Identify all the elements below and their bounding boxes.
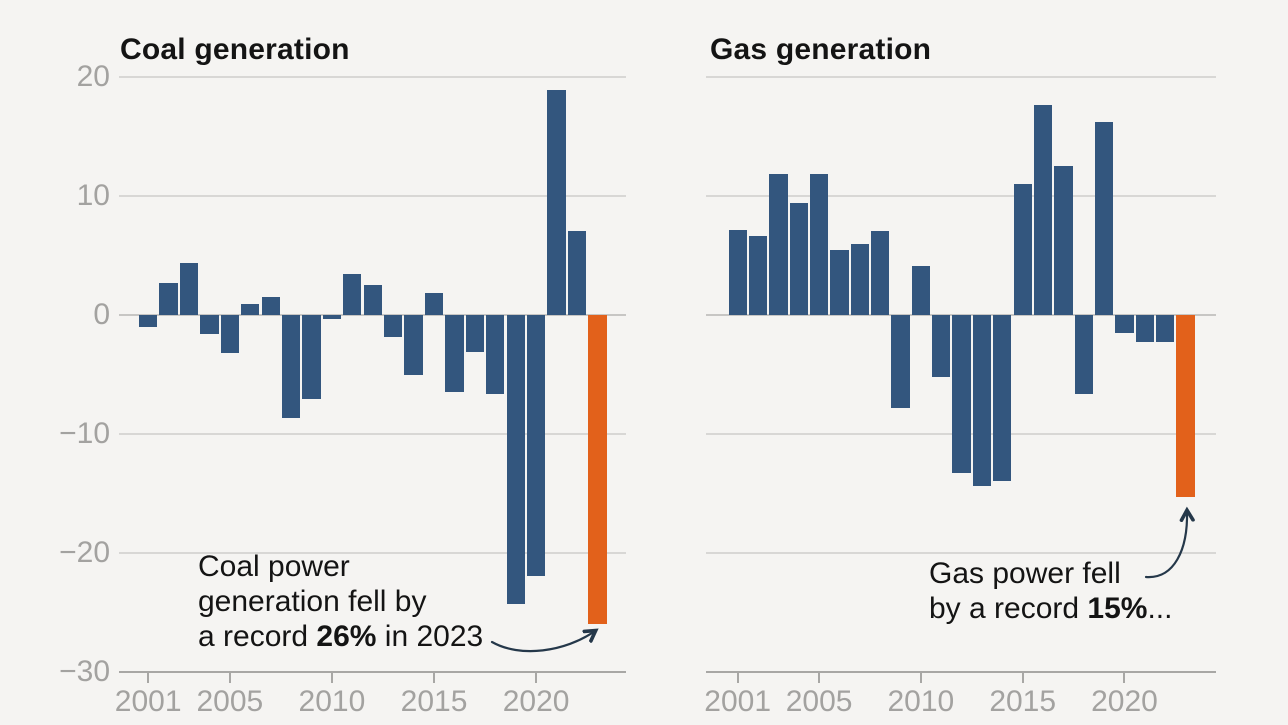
bar-2003 — [769, 174, 788, 315]
x-axis-label-2020: 2020 — [1091, 685, 1158, 718]
x-axis-tick-2001 — [736, 673, 739, 683]
coal-annotation-arrow — [490, 631, 595, 653]
bar-2005 — [220, 314, 239, 353]
coal-annotation-line3-pre: a record — [198, 620, 317, 653]
bar-2011 — [932, 314, 951, 377]
x-axis-tick-2020 — [1123, 673, 1126, 683]
x-axis-label-2005: 2005 — [785, 685, 853, 718]
gas-annotation-line2-post: ... — [1147, 592, 1173, 625]
bar-2005 — [809, 174, 829, 315]
bar-2009 — [302, 314, 321, 400]
x-axis-tick-2020 — [535, 673, 538, 683]
x-axis-label-2020: 2020 — [502, 685, 570, 718]
gridline-20 — [706, 75, 1216, 78]
gridline-10 — [119, 194, 626, 197]
bar-2019 — [1094, 121, 1114, 315]
bar-2023 — [588, 314, 607, 625]
y-axis-label-20: 20 — [76, 59, 110, 93]
bar-2011 — [343, 274, 362, 315]
coal-annotation-line-3: a record 26% in 2023 — [198, 619, 483, 654]
bar-2021 — [1135, 314, 1154, 343]
x-axis-line — [119, 671, 626, 673]
x-axis-tick-2010 — [330, 673, 333, 683]
x-axis-line — [706, 671, 1216, 673]
x-axis-tick-2015 — [1021, 673, 1024, 683]
bar-2014 — [993, 314, 1012, 482]
bar-2007 — [850, 244, 869, 315]
gas-annotation-line2-pre: by a record — [929, 592, 1088, 625]
x-axis-label-2010: 2010 — [298, 685, 366, 718]
x-axis-tick-2001 — [147, 673, 150, 683]
y-axis-label--10: −10 — [59, 416, 110, 450]
bar-2004 — [200, 314, 219, 334]
y-axis-label--30: −30 — [59, 655, 110, 688]
bar-2001 — [139, 314, 158, 327]
bar-2022 — [1156, 314, 1175, 343]
bar-2001 — [728, 230, 747, 315]
gas-chart-title: Gas generation — [710, 32, 932, 66]
x-axis-label-2005: 2005 — [196, 685, 264, 718]
x-axis-label-2010: 2010 — [887, 685, 955, 718]
coal-annotation-line-1: Coal power — [198, 550, 350, 583]
bar-2017 — [1054, 165, 1073, 315]
x-axis-label-2001: 2001 — [114, 685, 182, 718]
bar-2015 — [424, 293, 444, 315]
x-axis-label-2001: 2001 — [704, 685, 772, 718]
bar-2002 — [748, 236, 768, 315]
bar-2009 — [891, 314, 910, 408]
bar-2006 — [830, 250, 849, 315]
x-axis-tick-2005 — [228, 673, 231, 683]
bar-2023 — [1176, 314, 1195, 497]
bar-2020 — [526, 314, 546, 576]
bar-2018 — [486, 314, 505, 395]
bar-2015 — [1013, 183, 1032, 315]
bar-2008 — [281, 314, 301, 419]
bar-2003 — [179, 263, 199, 315]
bar-2018 — [1074, 314, 1093, 395]
bar-2017 — [465, 314, 485, 352]
zero-gridline — [119, 313, 626, 316]
gridline--20 — [119, 551, 626, 554]
gas-annotation-record-value: 15% — [1087, 592, 1148, 625]
x-axis-tick-2005 — [818, 673, 821, 683]
gas-annotation-line-1: Gas power fell — [929, 557, 1121, 590]
bar-2006 — [241, 303, 260, 315]
coal-annotation-record-value: 26% — [316, 620, 377, 653]
x-axis-label-2015: 2015 — [400, 685, 468, 718]
bar-2007 — [261, 296, 280, 315]
gridline--20 — [706, 551, 1216, 554]
coal-annotation-line3-post: in 2023 — [376, 620, 484, 653]
bar-2019 — [506, 314, 525, 605]
bar-2020 — [1115, 314, 1134, 333]
coal-chart-title: Coal generation — [120, 32, 350, 66]
bar-2008 — [871, 231, 890, 315]
gridline-10 — [706, 194, 1216, 197]
bar-2010 — [322, 314, 342, 320]
gridline--10 — [119, 432, 626, 435]
bar-2022 — [567, 231, 587, 315]
bar-2014 — [404, 314, 423, 376]
y-axis-label-10: 10 — [76, 178, 110, 212]
x-axis-tick-2015 — [433, 673, 436, 683]
bar-2013 — [384, 314, 403, 338]
bar-2016 — [1033, 105, 1053, 315]
bar-2012 — [952, 314, 971, 474]
gas-annotation: Gas power fell by a record 15%... — [929, 556, 1172, 626]
bar-2021 — [547, 89, 566, 315]
bar-2013 — [972, 314, 992, 487]
bar-2016 — [445, 314, 464, 393]
bar-2004 — [789, 202, 808, 315]
gridline-20 — [119, 75, 626, 78]
x-axis-label-2015: 2015 — [989, 685, 1057, 718]
bar-2002 — [159, 282, 178, 315]
bar-2012 — [363, 284, 382, 315]
gas-annotation-line-2: by a record 15%... — [929, 591, 1172, 626]
x-axis-tick-2010 — [919, 673, 922, 683]
y-axis-label-0: 0 — [93, 297, 110, 331]
coal-annotation: Coal power generation fell by a record 2… — [198, 549, 483, 654]
bar-2010 — [911, 265, 931, 315]
y-axis-label--20: −20 — [59, 535, 110, 569]
coal-annotation-line-2: generation fell by — [198, 585, 427, 618]
